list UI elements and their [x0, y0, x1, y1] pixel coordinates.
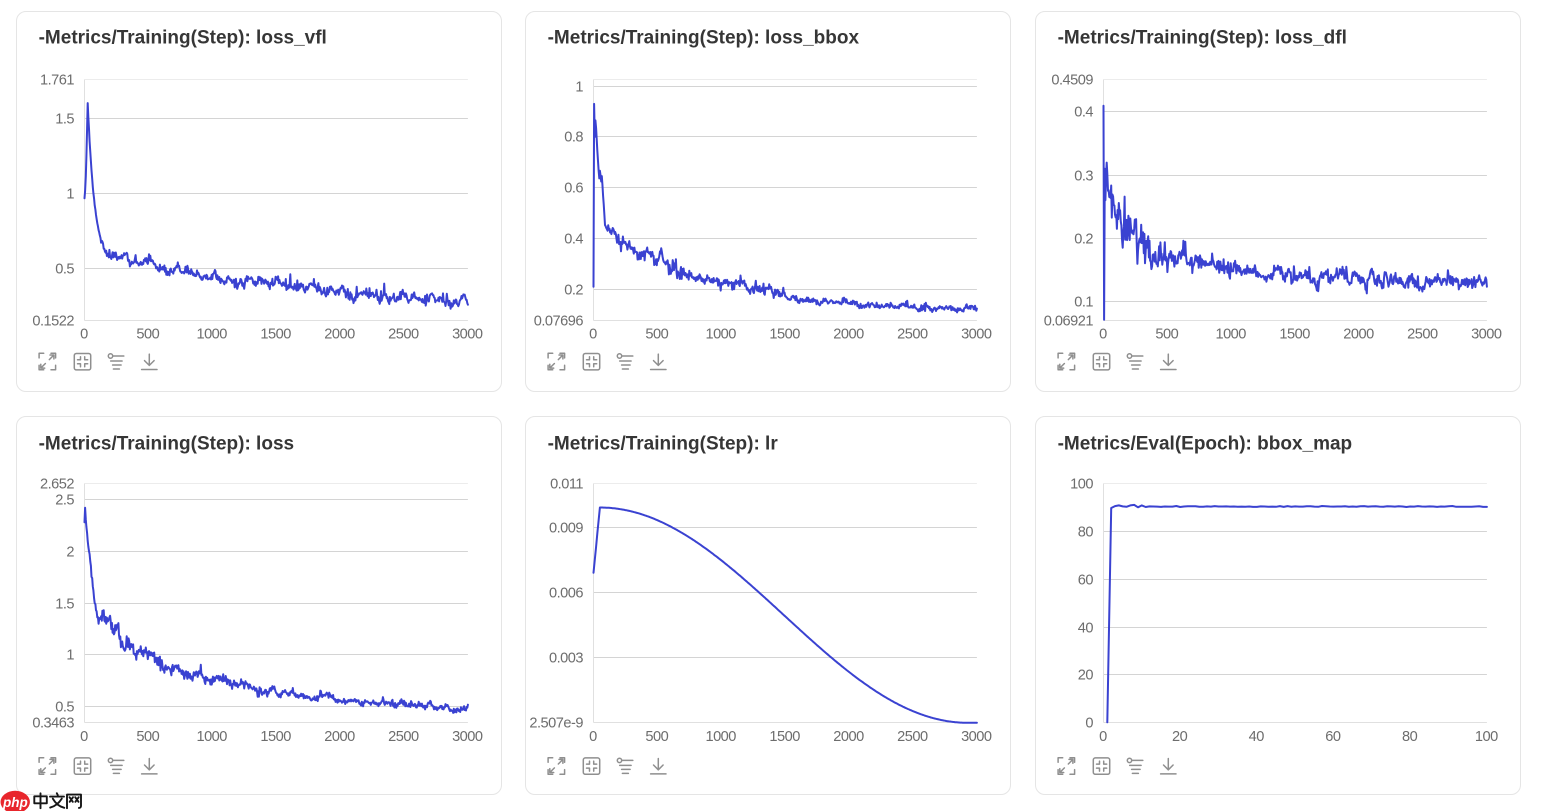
- svg-text:0: 0: [80, 327, 88, 343]
- svg-text:0.011: 0.011: [550, 476, 583, 492]
- svg-text:2500: 2500: [388, 729, 419, 745]
- svg-text:0.06921: 0.06921: [1044, 313, 1094, 329]
- svg-text:3000: 3000: [1471, 327, 1502, 343]
- svg-text:3000: 3000: [452, 327, 483, 343]
- svg-text:1: 1: [575, 79, 583, 95]
- svg-text:0.006: 0.006: [549, 585, 583, 601]
- svg-text:1500: 1500: [769, 729, 800, 745]
- svg-text:0: 0: [1099, 327, 1107, 343]
- svg-text:1000: 1000: [196, 729, 227, 745]
- svg-text:2.5: 2.5: [55, 492, 74, 508]
- svg-text:2000: 2000: [324, 327, 355, 343]
- svg-text:2500: 2500: [388, 327, 419, 343]
- svg-text:1500: 1500: [769, 327, 800, 343]
- svg-text:20: 20: [1078, 667, 1094, 683]
- svg-text:2000: 2000: [833, 729, 864, 745]
- svg-text:0: 0: [589, 729, 597, 745]
- svg-text:-Metrics/Training(Step): lr: -Metrics/Training(Step): lr: [548, 433, 779, 454]
- svg-text:0: 0: [1085, 715, 1093, 731]
- svg-text:500: 500: [136, 327, 159, 343]
- svg-text:0.07696: 0.07696: [534, 313, 584, 329]
- svg-text:1: 1: [66, 647, 74, 663]
- svg-text:1000: 1000: [196, 327, 227, 343]
- svg-text:1.5: 1.5: [55, 596, 74, 612]
- svg-text:0: 0: [1099, 729, 1107, 745]
- svg-text:1500: 1500: [1279, 327, 1310, 343]
- svg-text:2.652: 2.652: [40, 476, 74, 492]
- svg-text:-Metrics/Training(Step): loss_: -Metrics/Training(Step): loss_dfl: [1058, 27, 1347, 48]
- svg-text:0.003: 0.003: [549, 650, 583, 666]
- svg-text:3000: 3000: [961, 729, 992, 745]
- svg-text:0.2: 0.2: [564, 282, 583, 298]
- svg-text:100: 100: [1475, 729, 1498, 745]
- svg-text:0.3463: 0.3463: [32, 715, 74, 731]
- svg-text:3000: 3000: [961, 327, 992, 343]
- svg-text:1500: 1500: [260, 729, 291, 745]
- svg-text:0.3: 0.3: [1074, 168, 1093, 184]
- svg-text:20: 20: [1172, 729, 1188, 745]
- svg-text:1.5: 1.5: [55, 111, 74, 127]
- svg-text:500: 500: [1155, 327, 1178, 343]
- svg-text:2.507e-9: 2.507e-9: [529, 715, 583, 731]
- svg-text:2000: 2000: [1343, 327, 1374, 343]
- svg-text:1: 1: [66, 186, 74, 202]
- svg-text:2500: 2500: [1407, 327, 1438, 343]
- svg-text:2000: 2000: [833, 327, 864, 343]
- svg-text:80: 80: [1402, 729, 1418, 745]
- svg-text:0.4: 0.4: [1074, 104, 1093, 120]
- svg-text:2500: 2500: [897, 327, 928, 343]
- svg-text:1.761: 1.761: [40, 72, 74, 88]
- svg-text:60: 60: [1078, 572, 1094, 588]
- svg-text:0.1: 0.1: [1074, 294, 1093, 310]
- svg-text:0.4509: 0.4509: [1051, 72, 1093, 88]
- svg-text:2500: 2500: [897, 729, 928, 745]
- svg-text:500: 500: [136, 729, 159, 745]
- svg-text:2: 2: [66, 544, 74, 560]
- svg-text:0: 0: [589, 327, 597, 343]
- svg-text:1000: 1000: [705, 327, 736, 343]
- svg-text:0: 0: [80, 729, 88, 745]
- svg-text:500: 500: [645, 729, 668, 745]
- svg-text:100: 100: [1070, 476, 1093, 492]
- svg-text:0.009: 0.009: [549, 520, 583, 536]
- svg-text:php: php: [2, 795, 28, 810]
- svg-text:-Metrics/Training(Step): loss_: -Metrics/Training(Step): loss_vfl: [39, 27, 327, 48]
- svg-text:0.4: 0.4: [564, 231, 583, 247]
- svg-text:80: 80: [1078, 524, 1094, 540]
- svg-text:40: 40: [1078, 620, 1094, 636]
- svg-text:0.2: 0.2: [1074, 231, 1093, 247]
- svg-text:-Metrics/Eval(Epoch): bbox_map: -Metrics/Eval(Epoch): bbox_map: [1058, 433, 1353, 454]
- svg-text:1500: 1500: [260, 327, 291, 343]
- svg-text:60: 60: [1325, 729, 1341, 745]
- svg-text:0.1522: 0.1522: [32, 313, 74, 329]
- svg-text:0.8: 0.8: [564, 129, 583, 145]
- svg-text:3000: 3000: [452, 729, 483, 745]
- svg-text:40: 40: [1249, 729, 1265, 745]
- svg-text:-Metrics/Training(Step): loss_: -Metrics/Training(Step): loss_bbox: [548, 27, 860, 48]
- svg-text:2000: 2000: [324, 729, 355, 745]
- svg-text:0.5: 0.5: [55, 261, 74, 277]
- svg-text:1000: 1000: [705, 729, 736, 745]
- svg-text:-Metrics/Training(Step): loss: -Metrics/Training(Step): loss: [39, 433, 294, 454]
- svg-text:0.5: 0.5: [55, 699, 74, 715]
- svg-text:0.6: 0.6: [564, 180, 583, 196]
- svg-text:500: 500: [645, 327, 668, 343]
- svg-text:1000: 1000: [1215, 327, 1246, 343]
